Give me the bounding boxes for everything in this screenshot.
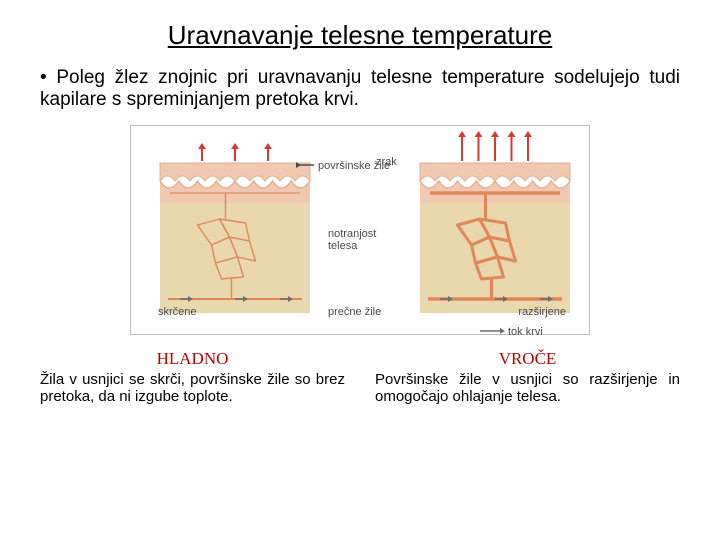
svg-text:tok krvi: tok krvi bbox=[508, 326, 543, 335]
page-title: Uravnavanje telesne temperature bbox=[40, 20, 680, 51]
skin-diagram-svg: površinske žilezraknotranjosttelesaskrče… bbox=[130, 125, 590, 335]
caption-cold-text: Žila v usnjici se skrči, površinske žile… bbox=[40, 371, 345, 405]
caption-cold-header: HLADNO bbox=[40, 349, 345, 369]
caption-hot: VROČE Površinske žile v usnjici so razši… bbox=[375, 349, 680, 405]
svg-text:skrčene: skrčene bbox=[158, 306, 197, 318]
svg-text:razširjene: razširjene bbox=[518, 306, 566, 318]
caption-cold: HLADNO Žila v usnjici se skrči, površins… bbox=[40, 349, 345, 405]
caption-hot-text: Površinske žile v usnjici so razširjenje… bbox=[375, 371, 680, 405]
svg-text:prečne žile: prečne žile bbox=[328, 306, 381, 318]
diagram: površinske žilezraknotranjosttelesaskrče… bbox=[40, 125, 680, 335]
intro-text: Poleg žlez znojnic pri uravnavanju teles… bbox=[40, 67, 680, 111]
caption-hot-header: VROČE bbox=[375, 349, 680, 369]
svg-text:zrak: zrak bbox=[376, 156, 397, 168]
